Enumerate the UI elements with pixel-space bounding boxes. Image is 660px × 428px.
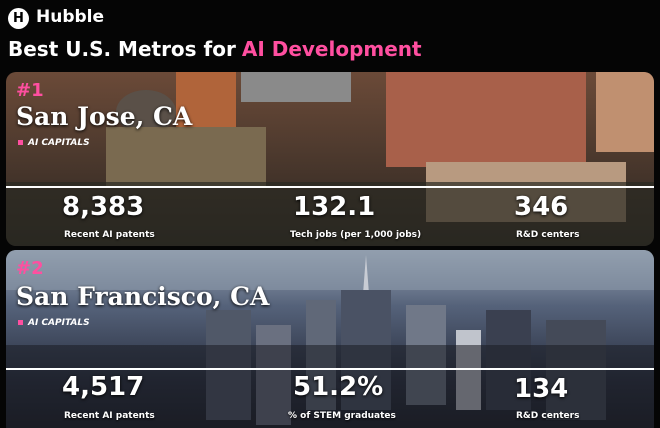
stat-label: % of STEM graduates (288, 411, 396, 421)
metro-card: #2 San Francisco, CA AI CAPITALS 4,517 R… (6, 250, 654, 428)
stat-value: 4,517 (62, 372, 145, 402)
city-photo (6, 250, 654, 428)
stat-value: 134 (514, 374, 569, 404)
stat-label: R&D centers (516, 411, 580, 421)
stat-value: 51.2% (293, 372, 384, 402)
tag: AI CAPITALS (18, 138, 90, 148)
tag: AI CAPITALS (18, 318, 90, 328)
title-highlight: AI Development (241, 37, 422, 61)
stat-value: 8,383 (62, 192, 145, 222)
trees (6, 182, 654, 246)
dome (116, 90, 176, 134)
city: San Jose, CA (16, 102, 193, 131)
logo: H (8, 8, 29, 29)
stat-value: 346 (514, 192, 569, 222)
stat-value: 132.1 (293, 192, 376, 222)
shade (6, 345, 654, 428)
stat-label: Recent AI patents (64, 411, 155, 421)
sky (6, 250, 654, 290)
title: Best U.S. Metros for AI Development (8, 37, 422, 61)
city-photo (6, 72, 654, 246)
divider (6, 368, 654, 370)
brand: Hubble (36, 7, 105, 27)
building (596, 72, 654, 152)
stat-label: R&D centers (516, 230, 580, 240)
title-prefix: Best U.S. Metros for (8, 37, 236, 61)
building (241, 72, 351, 102)
stat-label: Tech jobs (per 1,000 jobs) (290, 230, 422, 240)
building (106, 127, 266, 187)
stat-label: Recent AI patents (64, 230, 155, 240)
building (386, 72, 586, 167)
rank: #2 (16, 258, 44, 279)
divider (6, 186, 654, 188)
metro-card: #1 San Jose, CA AI CAPITALS 8,383 Recent… (6, 72, 654, 246)
city: San Francisco, CA (16, 282, 270, 311)
rank: #1 (16, 80, 44, 101)
building (176, 72, 236, 132)
